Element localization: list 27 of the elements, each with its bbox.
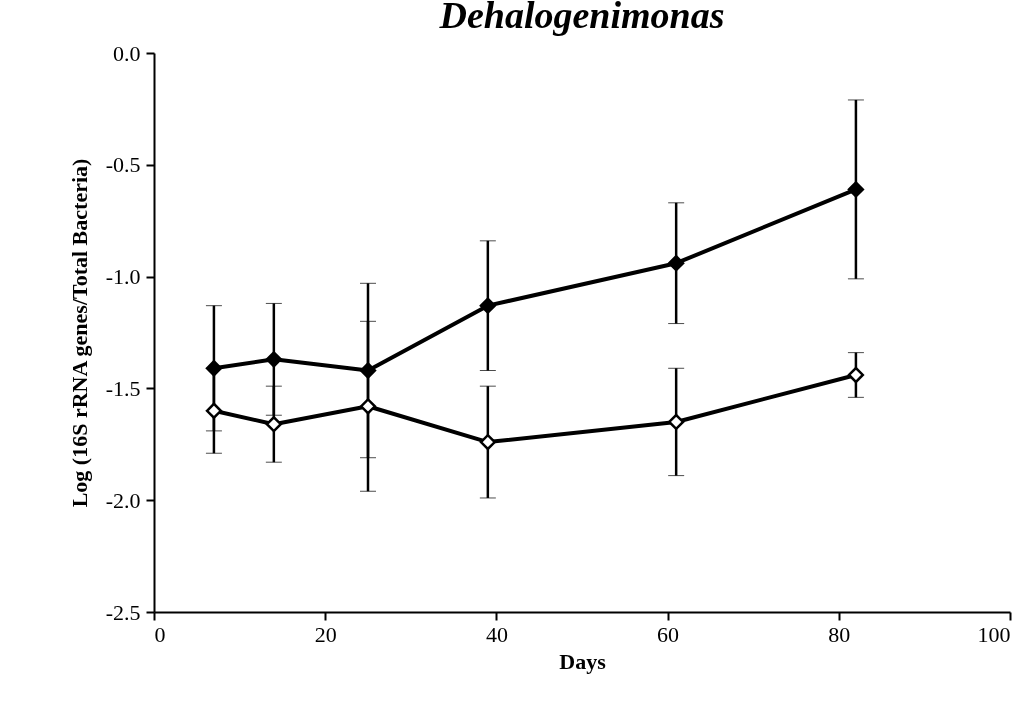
chart-title: Dehalogenimonas — [438, 0, 725, 36]
y-axis-title: Log (16S rRNA genes/Total Bacteria) — [66, 158, 92, 508]
point — [205, 360, 223, 377]
y-tick-label: -0.5 — [105, 152, 141, 178]
point — [847, 366, 865, 384]
point — [359, 398, 377, 415]
x-tick-label: 60 — [657, 621, 680, 647]
x-tick-label: 40 — [485, 621, 508, 647]
y-tick-label: -2.5 — [105, 599, 141, 625]
x-tick-label: 20 — [314, 621, 337, 647]
x-tick-label: 0 — [154, 621, 166, 647]
point — [668, 413, 685, 431]
y-tick-label: -2.0 — [105, 487, 141, 513]
x-tick-label: 80 — [828, 621, 851, 647]
y-tick-label: -1.5 — [105, 375, 141, 401]
point — [265, 351, 282, 368]
point — [479, 433, 496, 451]
x-tick-label: 100 — [977, 621, 1011, 647]
y-tick-label: -1.0 — [105, 264, 141, 290]
point — [847, 181, 865, 198]
point — [359, 362, 377, 379]
point — [205, 402, 223, 419]
point — [265, 416, 282, 433]
point — [479, 297, 496, 314]
point — [668, 255, 685, 272]
x-axis-title: Days — [559, 648, 607, 674]
y-tick-label: 0.0 — [113, 40, 141, 66]
